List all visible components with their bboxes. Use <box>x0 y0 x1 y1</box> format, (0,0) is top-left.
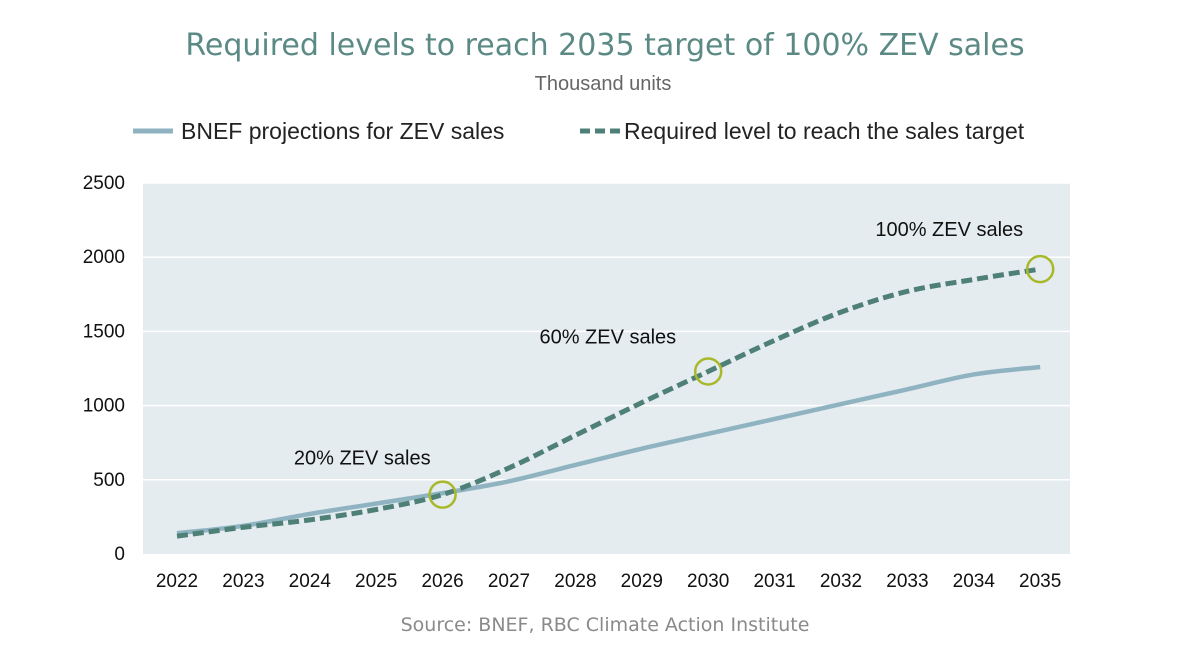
series-line-bnef <box>176 364 1041 536</box>
x-tick-label: 2026 <box>421 571 463 592</box>
series <box>176 266 1041 539</box>
target-marker-2026 <box>428 480 457 509</box>
target-markers <box>428 254 1055 509</box>
y-tick-label: 500 <box>93 470 125 491</box>
y-tick-label: 2500 <box>83 173 125 194</box>
x-tick-label: 2031 <box>753 571 795 592</box>
chart-subtitle: Thousand units <box>535 73 672 95</box>
x-tick-label: 2027 <box>488 571 530 592</box>
legend: BNEF projections for ZEV sales Required … <box>133 118 1025 144</box>
x-axis: 2022 2023 2024 2025 2026 2027 2028 2029 2030 2031… <box>156 571 1061 592</box>
legend-label-bnef: BNEF projections for ZEV sales <box>181 118 504 144</box>
chart-title: Required levels to reach 2035 target of … <box>185 28 1024 63</box>
x-tick-label: 2032 <box>820 571 862 592</box>
y-axis: 0 500 1000 1500 2000 2500 <box>83 173 125 565</box>
annotation-label: 20% ZEV sales <box>294 448 431 470</box>
legend-label-required: Required level to reach the sales target <box>624 118 1025 144</box>
x-tick-label: 2034 <box>953 571 996 592</box>
x-tick-label: 2023 <box>222 571 264 592</box>
series-line-required <box>176 266 1041 539</box>
x-tick-label: 2030 <box>687 571 729 592</box>
target-marker-2035 <box>1025 254 1055 284</box>
x-tick-label: 2022 <box>156 571 198 592</box>
x-tick-label: 2028 <box>554 571 596 592</box>
annotations: 20% ZEV sales 60% ZEV sales 100% ZEV sales <box>294 219 1023 470</box>
x-tick-label: 2029 <box>621 571 663 592</box>
annotation-label: 60% ZEV sales <box>539 326 676 348</box>
y-tick-label: 1000 <box>83 396 125 417</box>
y-tick-label: 0 <box>114 544 125 565</box>
gridlines <box>143 182 1070 481</box>
x-tick-label: 2024 <box>289 571 332 592</box>
x-tick-label: 2033 <box>886 571 928 592</box>
x-tick-label: 2035 <box>1019 571 1061 592</box>
y-tick-label: 2000 <box>83 247 125 268</box>
chart-source: Source: BNEF, RBC Climate Action Institu… <box>401 614 810 636</box>
target-marker-2030 <box>693 357 723 386</box>
plot-area <box>143 183 1070 554</box>
annotation-label: 100% ZEV sales <box>875 219 1023 241</box>
x-tick-label: 2025 <box>355 571 397 592</box>
y-tick-label: 1500 <box>83 321 125 342</box>
